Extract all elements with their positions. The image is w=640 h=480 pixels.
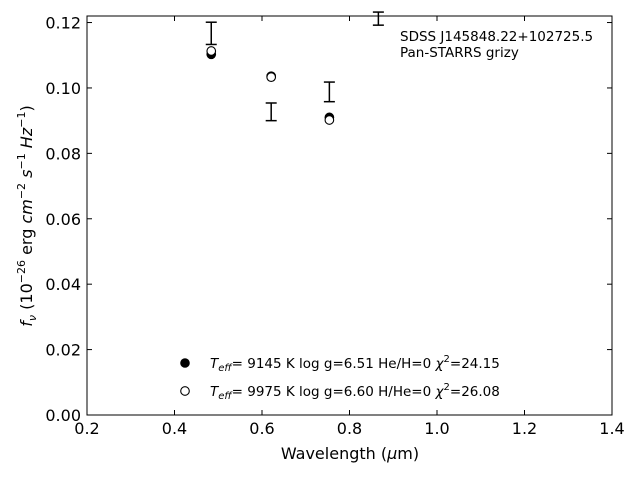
y-tick-label: 0.04	[45, 275, 81, 294]
observed-photometry	[205, 11, 384, 122]
legend-marker-filled	[180, 358, 190, 368]
observed-error-bar	[265, 102, 277, 122]
observed-error-bar	[205, 21, 217, 46]
y-tick-label: 0.00	[45, 406, 81, 425]
object-name: SDSS J145848.22+102725.5	[400, 29, 593, 45]
model-points	[206, 46, 335, 125]
x-tick-label: 0.6	[249, 419, 274, 438]
legend-entry-1: Teff= 9145 K log g=6.51 He/H=0 χ2=24.15	[210, 354, 500, 374]
model-point-open	[266, 72, 277, 83]
model-point-open	[206, 46, 217, 56]
x-tick-label: 0.8	[337, 419, 362, 438]
y-tick-label: 0.12	[45, 14, 81, 33]
x-tick-label: 1.2	[512, 419, 537, 438]
y-tick-label: 0.08	[45, 144, 81, 163]
y-axis-label: fν (10−26 erg cm−2 s−1 Hz−1)	[15, 105, 39, 326]
y-tick-label: 0.10	[45, 79, 81, 98]
survey-name: Pan-STARRS grizy	[400, 45, 519, 61]
y-tick-label: 0.06	[45, 210, 81, 229]
x-tick-label: 1.0	[424, 419, 449, 438]
observed-error-bar	[372, 11, 384, 26]
legend: Teff= 9145 K log g=6.51 He/H=0 χ2=24.15 …	[180, 354, 500, 402]
x-tick-label: 0.4	[162, 419, 187, 438]
legend-entry-2: Teff= 9975 K log g=6.60 H/He=0 χ2=26.08	[210, 382, 500, 402]
y-tick-label: 0.02	[45, 341, 81, 360]
legend-marker-open	[180, 386, 190, 396]
axis-ticks: 0.2 0.4 0.6 0.8 1.0 1.2 1.4 0.00 0.02 0.04 0.06 0.0…	[45, 14, 624, 438]
model-point-open	[324, 115, 335, 125]
observed-error-bar	[323, 81, 335, 103]
x-axis-label: Wavelength (μm)	[281, 444, 419, 463]
x-tick-label: 1.4	[599, 419, 624, 438]
plot-frame	[86, 15, 613, 416]
x-tick-label: 0.2	[74, 419, 99, 438]
